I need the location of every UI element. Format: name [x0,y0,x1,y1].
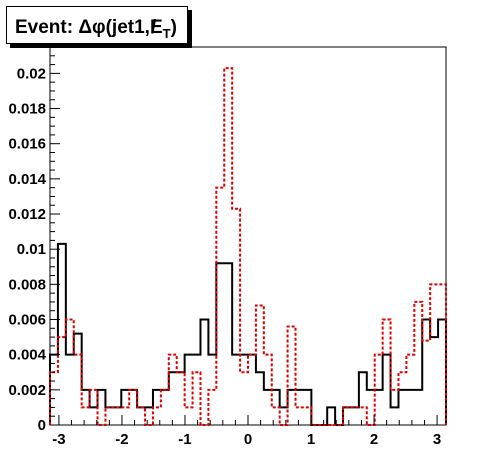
series-solid-line [49,242,447,426]
y-tick-label: 0.012 [8,206,46,223]
y-tick-label: 0.002 [8,382,46,399]
y-tick-label: 0 [38,417,46,434]
y-tick-label: 0.004 [8,347,46,364]
y-tick-label: 0.014 [8,171,46,188]
title-close: ) [170,17,177,38]
title-met: E / [149,17,163,38]
title-met-slash: / [150,17,157,38]
y-tick-label: 0.006 [8,312,46,329]
title-main: Event: Δφ(jet1, [15,17,150,38]
x-tick-label: 1 [307,431,315,448]
x-tick-label: 2 [370,431,378,448]
y-tick-label: 0.016 [8,136,46,153]
x-tick-label: -3 [52,431,65,448]
x-tick-label: -1 [178,431,191,448]
y-tick-label: 0.02 [17,65,46,82]
x-tick-label: 0 [244,431,252,448]
title-box: Event: Δφ(jet1,E / T) [6,6,188,44]
x-tick-label: 3 [433,431,441,448]
y-tick-label: 0.01 [17,241,46,258]
x-tick-label: -2 [115,431,128,448]
chart-title: Event: Δφ(jet1,E / T) [15,17,177,41]
y-tick-label: 0.018 [8,101,46,118]
title-sub: T [162,25,171,41]
series-dashed-line [49,67,447,426]
y-tick-label: 0.008 [8,276,46,293]
